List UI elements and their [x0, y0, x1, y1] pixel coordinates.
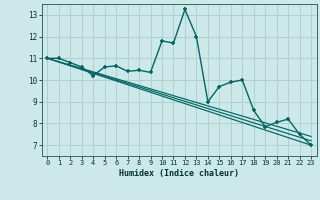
X-axis label: Humidex (Indice chaleur): Humidex (Indice chaleur)	[119, 169, 239, 178]
